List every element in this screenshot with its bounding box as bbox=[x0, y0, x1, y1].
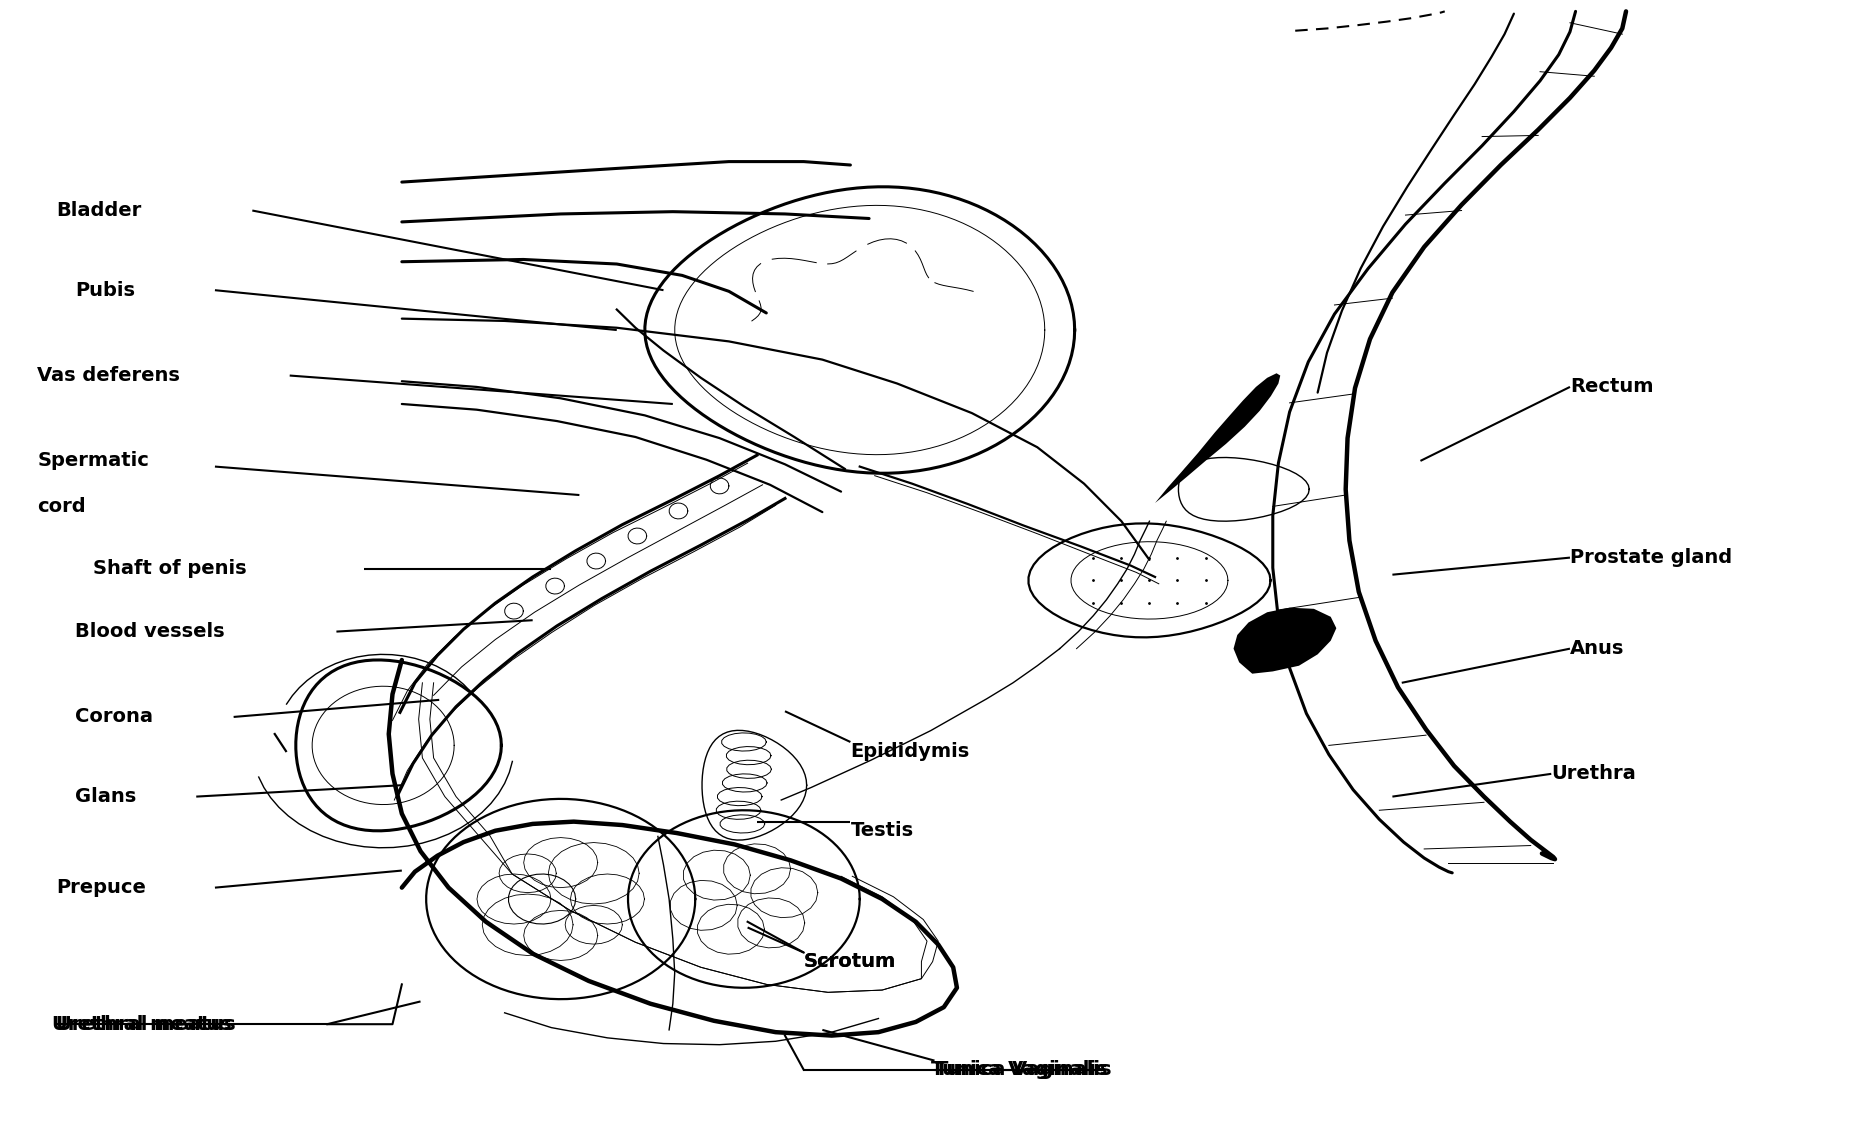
Text: Urethral meatus: Urethral meatus bbox=[52, 1015, 232, 1033]
Text: Testis: Testis bbox=[850, 822, 914, 840]
Text: Epididymis: Epididymis bbox=[850, 742, 970, 760]
Text: Scrotum: Scrotum bbox=[804, 953, 895, 971]
Text: Vas deferens: Vas deferens bbox=[37, 366, 179, 385]
Text: cord: cord bbox=[37, 497, 86, 516]
Text: Spermatic: Spermatic bbox=[37, 452, 150, 470]
Text: Tunica Vaginalis: Tunica Vaginalis bbox=[934, 1061, 1110, 1079]
Text: Prostate gland: Prostate gland bbox=[1570, 549, 1733, 567]
Text: Anus: Anus bbox=[1570, 640, 1624, 658]
Text: Urethral meatus: Urethral meatus bbox=[56, 1015, 235, 1033]
Polygon shape bbox=[1155, 373, 1280, 503]
Text: Bladder: Bladder bbox=[56, 201, 142, 220]
Polygon shape bbox=[1234, 608, 1336, 674]
Text: Shaft of penis: Shaft of penis bbox=[93, 560, 247, 578]
Text: Corona: Corona bbox=[75, 708, 153, 726]
Text: Urethra: Urethra bbox=[1551, 765, 1635, 783]
Text: Pubis: Pubis bbox=[75, 281, 135, 299]
Text: Tunica Vaginalis: Tunica Vaginalis bbox=[931, 1061, 1106, 1079]
Text: Scrotum: Scrotum bbox=[804, 953, 895, 971]
Text: Blood vessels: Blood vessels bbox=[75, 622, 224, 641]
Text: Rectum: Rectum bbox=[1570, 378, 1654, 396]
Text: Glans: Glans bbox=[75, 787, 136, 806]
Text: Prepuce: Prepuce bbox=[56, 879, 146, 897]
